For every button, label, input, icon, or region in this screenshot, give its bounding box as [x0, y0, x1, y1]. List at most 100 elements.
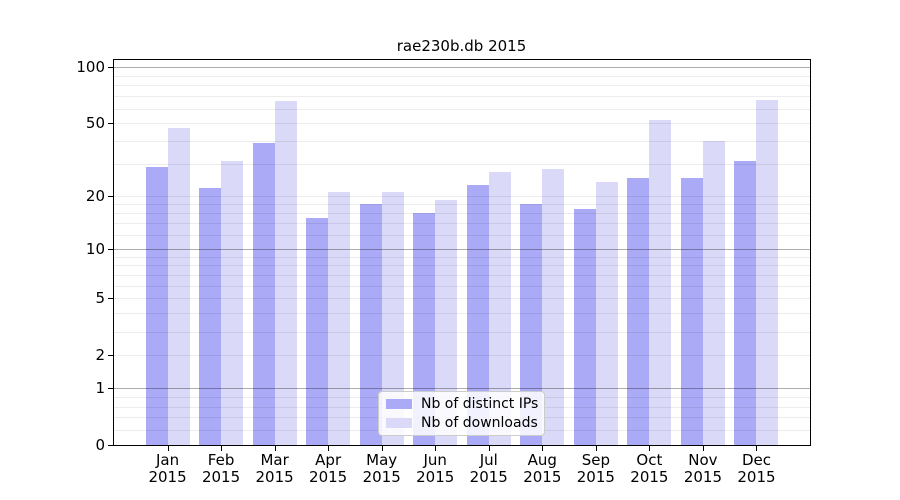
- gridline-minor: [114, 223, 810, 225]
- x-tick-mark: [756, 446, 757, 451]
- x-tick-year: 2015: [683, 468, 723, 486]
- bar-downloads-feb: [221, 161, 244, 445]
- bar-downloads-may: [381, 192, 404, 445]
- bar-downloads-sep: [595, 181, 618, 445]
- x-tick-month: May: [366, 451, 398, 469]
- y-tick-mark: [108, 298, 113, 299]
- y-tick-mark: [108, 123, 113, 124]
- gridline-minor: [114, 141, 810, 143]
- gridline-minor: [114, 265, 810, 267]
- x-tick-label-jan: Jan 2015: [140, 452, 196, 486]
- chart-title: rae230b.db 2015: [396, 37, 527, 55]
- y-tick-label: 0: [95, 436, 105, 454]
- gridline-minor: [114, 313, 810, 315]
- gridline-minor: [114, 204, 810, 206]
- x-tick-mark: [382, 446, 383, 451]
- gridline-minor: [114, 75, 810, 77]
- x-tick-month: Mar: [260, 451, 289, 469]
- bar-downloads-jun: [435, 199, 458, 445]
- x-tick-label-oct: Oct 2015: [621, 452, 677, 486]
- gridlines-layer: [114, 60, 810, 445]
- gridline-minor: [114, 108, 810, 110]
- gridline-minor: [114, 195, 810, 197]
- y-tick-mark: [108, 67, 113, 68]
- x-tick-month: Feb: [207, 451, 235, 469]
- bar-distinct-ips-mar: [252, 143, 275, 445]
- x-tick-year: 2015: [362, 468, 401, 486]
- gridline-minor: [114, 298, 810, 300]
- bar-distinct-ips-nov: [680, 178, 703, 445]
- bar-distinct-ips-jan: [145, 166, 168, 445]
- x-tick-month: Jan: [155, 451, 180, 469]
- x-tick-month: Jun: [423, 451, 447, 469]
- plot-area: [113, 59, 811, 446]
- bars-layer: [114, 60, 810, 445]
- bar-distinct-ips-apr: [306, 218, 329, 445]
- gridline-minor: [114, 256, 810, 258]
- gridline-minor: [114, 331, 810, 333]
- x-tick-year: 2015: [255, 468, 294, 486]
- x-tick-year: 2015: [416, 468, 455, 486]
- y-tick-label: 5: [95, 289, 105, 308]
- x-tick-label-apr: Apr 2015: [300, 452, 356, 486]
- y-tick-mark: [108, 196, 113, 197]
- bar-distinct-ips-aug: [520, 204, 543, 445]
- x-tick-label-feb: Feb 2015: [193, 452, 249, 486]
- x-tick-year: 2015: [630, 468, 669, 486]
- bar-downloads-dec: [756, 99, 779, 445]
- gridline-major: [114, 248, 810, 250]
- bar-distinct-ips-feb: [199, 188, 222, 445]
- gridline-minor: [114, 164, 810, 166]
- x-tick-month: Oct: [636, 451, 663, 469]
- x-tick-year: 2015: [737, 468, 776, 486]
- x-tick-label-jun: Jun 2015: [407, 452, 463, 486]
- y-tick-mark: [108, 445, 113, 446]
- bar-downloads-nov: [702, 141, 725, 445]
- y-tick-mark: [108, 388, 113, 389]
- x-tick-year: 2015: [309, 468, 348, 486]
- bar-downloads-aug: [542, 169, 565, 445]
- legend-swatch-downloads: [386, 417, 412, 428]
- bar-downloads-apr: [328, 192, 351, 445]
- gridline-minor: [114, 123, 810, 125]
- x-tick-mark: [221, 446, 222, 451]
- x-tick-mark: [275, 446, 276, 451]
- y-tick-mark: [108, 355, 113, 356]
- gridline-minor: [114, 96, 810, 98]
- y-tick-label: 2: [95, 346, 105, 365]
- x-tick-label-may: May 2015: [354, 452, 410, 486]
- x-tick-month: Nov: [688, 451, 718, 469]
- x-tick-year: 2015: [576, 468, 615, 486]
- gridline-major: [114, 67, 810, 69]
- x-tick-year: 2015: [148, 468, 187, 486]
- legend-label-downloads: Nb of downloads: [421, 414, 538, 431]
- gridline-minor: [114, 355, 810, 357]
- gridline-minor: [114, 213, 810, 215]
- x-tick-mark: [489, 446, 490, 451]
- legend-item-distinct-ips: Nb of distinct IPs: [386, 396, 538, 412]
- gridline-minor: [114, 285, 810, 287]
- gridline-major: [114, 388, 810, 390]
- x-tick-label-dec: Dec 2015: [728, 452, 784, 486]
- x-tick-mark: [596, 446, 597, 451]
- x-tick-year: 2015: [201, 468, 241, 486]
- x-tick-mark: [703, 446, 704, 451]
- x-tick-label-mar: Mar 2015: [247, 452, 303, 486]
- x-tick-mark: [649, 446, 650, 451]
- legend: Nb of distinct IPs Nb of downloads: [378, 391, 545, 436]
- gridline-minor: [114, 85, 810, 87]
- x-tick-mark: [168, 446, 169, 451]
- x-tick-month: Jul: [479, 451, 498, 469]
- bar-distinct-ips-jun: [413, 213, 436, 445]
- y-tick-label: 1: [95, 379, 105, 398]
- x-tick-year: 2015: [523, 468, 562, 486]
- y-tick-label: 50: [85, 114, 105, 133]
- legend-item-downloads: Nb of downloads: [386, 415, 538, 431]
- x-tick-label-jul: Jul 2015: [461, 452, 517, 486]
- y-tick-label: 100: [76, 58, 105, 77]
- bar-distinct-ips-jul: [466, 184, 489, 445]
- x-tick-label-nov: Nov 2015: [675, 452, 731, 486]
- x-tick-year: 2015: [469, 468, 508, 486]
- bar-downloads-jul: [488, 172, 511, 445]
